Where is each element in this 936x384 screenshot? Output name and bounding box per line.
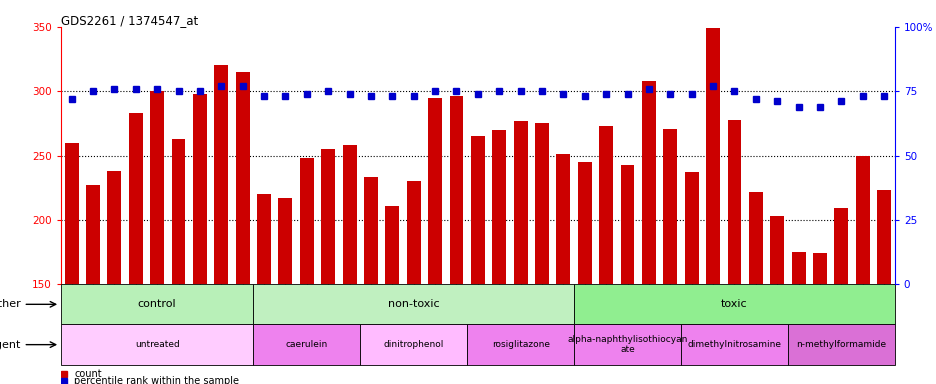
Text: dimethylnitrosamine: dimethylnitrosamine xyxy=(687,340,781,349)
Text: agent: agent xyxy=(0,339,21,350)
Bar xyxy=(855,156,869,284)
Bar xyxy=(491,130,505,284)
Bar xyxy=(256,194,271,284)
Bar xyxy=(769,216,783,284)
Bar xyxy=(253,324,359,365)
Bar xyxy=(791,252,805,284)
Text: n-methylformamide: n-methylformamide xyxy=(796,340,885,349)
Bar xyxy=(359,324,467,365)
Text: untreated: untreated xyxy=(135,340,180,349)
Bar xyxy=(128,113,142,284)
Bar xyxy=(406,181,420,284)
Text: dinitrophenol: dinitrophenol xyxy=(383,340,444,349)
Bar xyxy=(680,324,787,365)
Bar xyxy=(748,192,762,284)
Bar xyxy=(61,324,253,365)
Bar xyxy=(663,129,677,284)
Bar xyxy=(471,136,484,284)
Bar xyxy=(706,28,719,284)
Bar xyxy=(253,284,574,324)
Text: caerulein: caerulein xyxy=(285,340,328,349)
Text: toxic: toxic xyxy=(721,299,747,310)
Bar xyxy=(787,324,894,365)
Bar xyxy=(574,324,680,365)
Bar xyxy=(300,158,314,284)
Bar xyxy=(812,253,826,284)
Bar xyxy=(150,91,164,284)
Bar xyxy=(467,324,574,365)
Bar xyxy=(108,171,121,284)
Text: percentile rank within the sample: percentile rank within the sample xyxy=(74,376,239,384)
Bar xyxy=(641,81,655,284)
Bar xyxy=(385,206,399,284)
Bar xyxy=(171,139,185,284)
Bar xyxy=(556,154,570,284)
Bar xyxy=(363,177,377,284)
Bar xyxy=(193,94,207,284)
Bar xyxy=(449,96,463,284)
Bar xyxy=(726,119,740,284)
Bar xyxy=(65,142,79,284)
Bar xyxy=(214,65,228,284)
Text: GDS2261 / 1374547_at: GDS2261 / 1374547_at xyxy=(61,14,197,27)
Text: other: other xyxy=(0,299,21,310)
Bar xyxy=(876,190,890,284)
Bar xyxy=(278,198,292,284)
Bar xyxy=(599,126,612,284)
Bar xyxy=(513,121,527,284)
Bar xyxy=(61,284,253,324)
Text: alpha-naphthylisothiocyan
ate: alpha-naphthylisothiocyan ate xyxy=(567,335,687,354)
Bar xyxy=(834,208,847,284)
Bar xyxy=(321,149,335,284)
Bar xyxy=(684,172,698,284)
Bar xyxy=(578,162,592,284)
Text: count: count xyxy=(74,369,102,379)
Bar xyxy=(428,98,442,284)
Text: non-toxic: non-toxic xyxy=(388,299,439,310)
Bar xyxy=(534,123,548,284)
Text: rosiglitazone: rosiglitazone xyxy=(491,340,549,349)
Bar xyxy=(620,164,634,284)
Bar xyxy=(86,185,100,284)
Bar xyxy=(236,72,249,284)
Bar xyxy=(574,284,894,324)
Text: control: control xyxy=(138,299,176,310)
Bar xyxy=(343,145,356,284)
